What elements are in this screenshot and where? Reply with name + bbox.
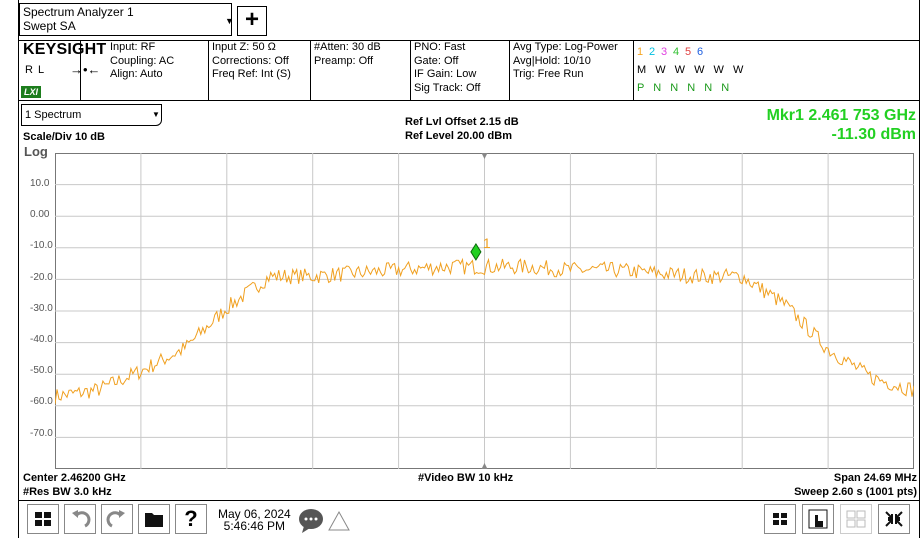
input-arrow-icon: →•← [70,62,101,77]
input-z-setting[interactable]: Input Z: 50 Ω [212,41,276,53]
avg-hold-setting[interactable]: Avg|Hold: 10/10 [513,55,591,67]
corrections-setting[interactable]: Corrections: Off [212,55,289,67]
frequency-span[interactable]: Span 24.69 MHz [833,472,917,484]
y-tick-label: -60.0 [30,396,53,408]
center-frequency[interactable]: Center 2.46200 GHz [23,472,126,484]
center-bottom-marker [481,463,488,469]
trace-number-5[interactable]: 5 [685,46,692,58]
shrink-arrows-icon [885,511,903,527]
marker-diamond [470,242,482,261]
y-tick-label: -50.0 [30,365,53,377]
y-tick-label: -70.0 [30,427,53,439]
trace-number-6[interactable]: 6 [697,46,704,58]
ref-level-offset: Ref Lvl Offset 2.15 dB [405,116,519,128]
divider [509,40,510,101]
spectrum-plot[interactable]: 1 [55,153,914,469]
align-setting[interactable]: Align: Auto [110,68,163,80]
coupling-setting[interactable]: Coupling: AC [110,55,175,67]
chevron-down-icon[interactable]: ▼ [152,110,160,119]
divider [410,40,411,101]
undo-button[interactable] [64,504,96,534]
sig-track-setting[interactable]: Sig Track: Off [414,82,481,94]
help-button[interactable]: ? [175,504,207,534]
divider [633,40,634,101]
time-text: 5:46:46 PM [223,519,286,533]
y-tick-label: 10.0 [30,178,50,189]
if-gain-setting[interactable]: IF Gain: Low [414,68,477,80]
message-icon [299,509,350,533]
resolution-bandwidth[interactable]: #Res BW 3.0 kHz [23,486,112,498]
spectrum-trace [55,257,914,405]
add-screen-button[interactable]: + [237,6,267,36]
remote-local-indicator: R L [25,64,46,76]
video-bandwidth[interactable]: #Video BW 10 kHz [418,472,514,484]
frame-right-border [919,0,920,538]
y-tick-label: -30.0 [30,302,53,314]
divider [208,40,209,101]
center-top-marker [481,153,488,159]
measurement-name: Swept SA [23,19,76,33]
trigger-setting[interactable]: Trig: Free Run [513,68,584,80]
date-time: May 06, 2024 5:46:46 PM [218,508,291,532]
layout-button[interactable] [764,504,796,534]
trace-window-label: 1 Spectrum [25,109,82,121]
divider [80,40,81,101]
trace-number-4[interactable]: 4 [673,46,680,58]
folder-icon [145,513,163,527]
mode-dropdown-icon[interactable]: ▼ [225,16,234,26]
scale-per-div: Scale/Div 10 dB [23,131,105,143]
trace-detector-row[interactable]: P N N N N N [637,82,733,94]
avg-type-setting[interactable]: Avg Type: Log-Power [513,41,618,53]
preamp-setting[interactable]: Preamp: Off [314,55,374,67]
ref-level: Ref Level 20.00 dBm [405,130,512,142]
redo-icon [106,510,125,528]
pno-setting[interactable]: PNO: Fast [414,41,466,53]
touch-button[interactable] [802,504,834,534]
lxi-badge: LXI [21,86,41,98]
date-text: May 06, 2024 [218,507,291,521]
settings-panel [19,40,919,101]
brand-logo: KEYSIGHT [23,41,107,58]
divider [310,40,311,101]
y-tick-label: -20.0 [30,271,53,283]
windows-icon [35,512,51,526]
trace-number-3[interactable]: 3 [661,46,668,58]
undo-icon [72,510,91,528]
log-scale-label: Log [24,144,48,159]
freq-ref-setting[interactable]: Freq Ref: Int (S) [212,68,291,80]
y-tick-label: -40.0 [30,334,53,345]
trace-number-2[interactable]: 2 [649,46,656,58]
zoom-button[interactable] [878,504,910,534]
taskbar [19,500,919,538]
multi-window-button[interactable] [840,504,872,534]
y-tick-label: 0.00 [30,209,50,221]
quad-window-icon [846,510,866,528]
input-setting[interactable]: Input: RF [110,41,156,53]
mode-selector[interactable] [19,3,232,36]
sweep-time[interactable]: Sweep 2.60 s (1001 pts) [794,486,917,498]
y-tick-label: -10.0 [30,240,53,252]
hand-touch-icon [808,509,828,529]
atten-setting[interactable]: #Atten: 30 dB [314,41,381,53]
mode-title: Spectrum Analyzer 1 [23,5,134,19]
trace-type-row[interactable]: M W W W W W [637,64,747,76]
file-button[interactable] [138,504,170,534]
marker-number-label: 1 [483,235,491,251]
redo-button[interactable] [101,504,133,534]
trace-number-1[interactable]: 1 [637,46,644,58]
marker-frequency: Mkr1 2.461 753 GHz [766,107,916,124]
marker-amplitude: -11.30 dBm [831,126,916,143]
windows-button[interactable] [27,504,59,534]
frame-left-border [18,0,19,538]
messages-button[interactable] [298,506,352,539]
trace-window-select[interactable] [21,104,162,126]
grid-layout-icon [773,513,787,525]
gate-setting[interactable]: Gate: Off [414,55,459,67]
